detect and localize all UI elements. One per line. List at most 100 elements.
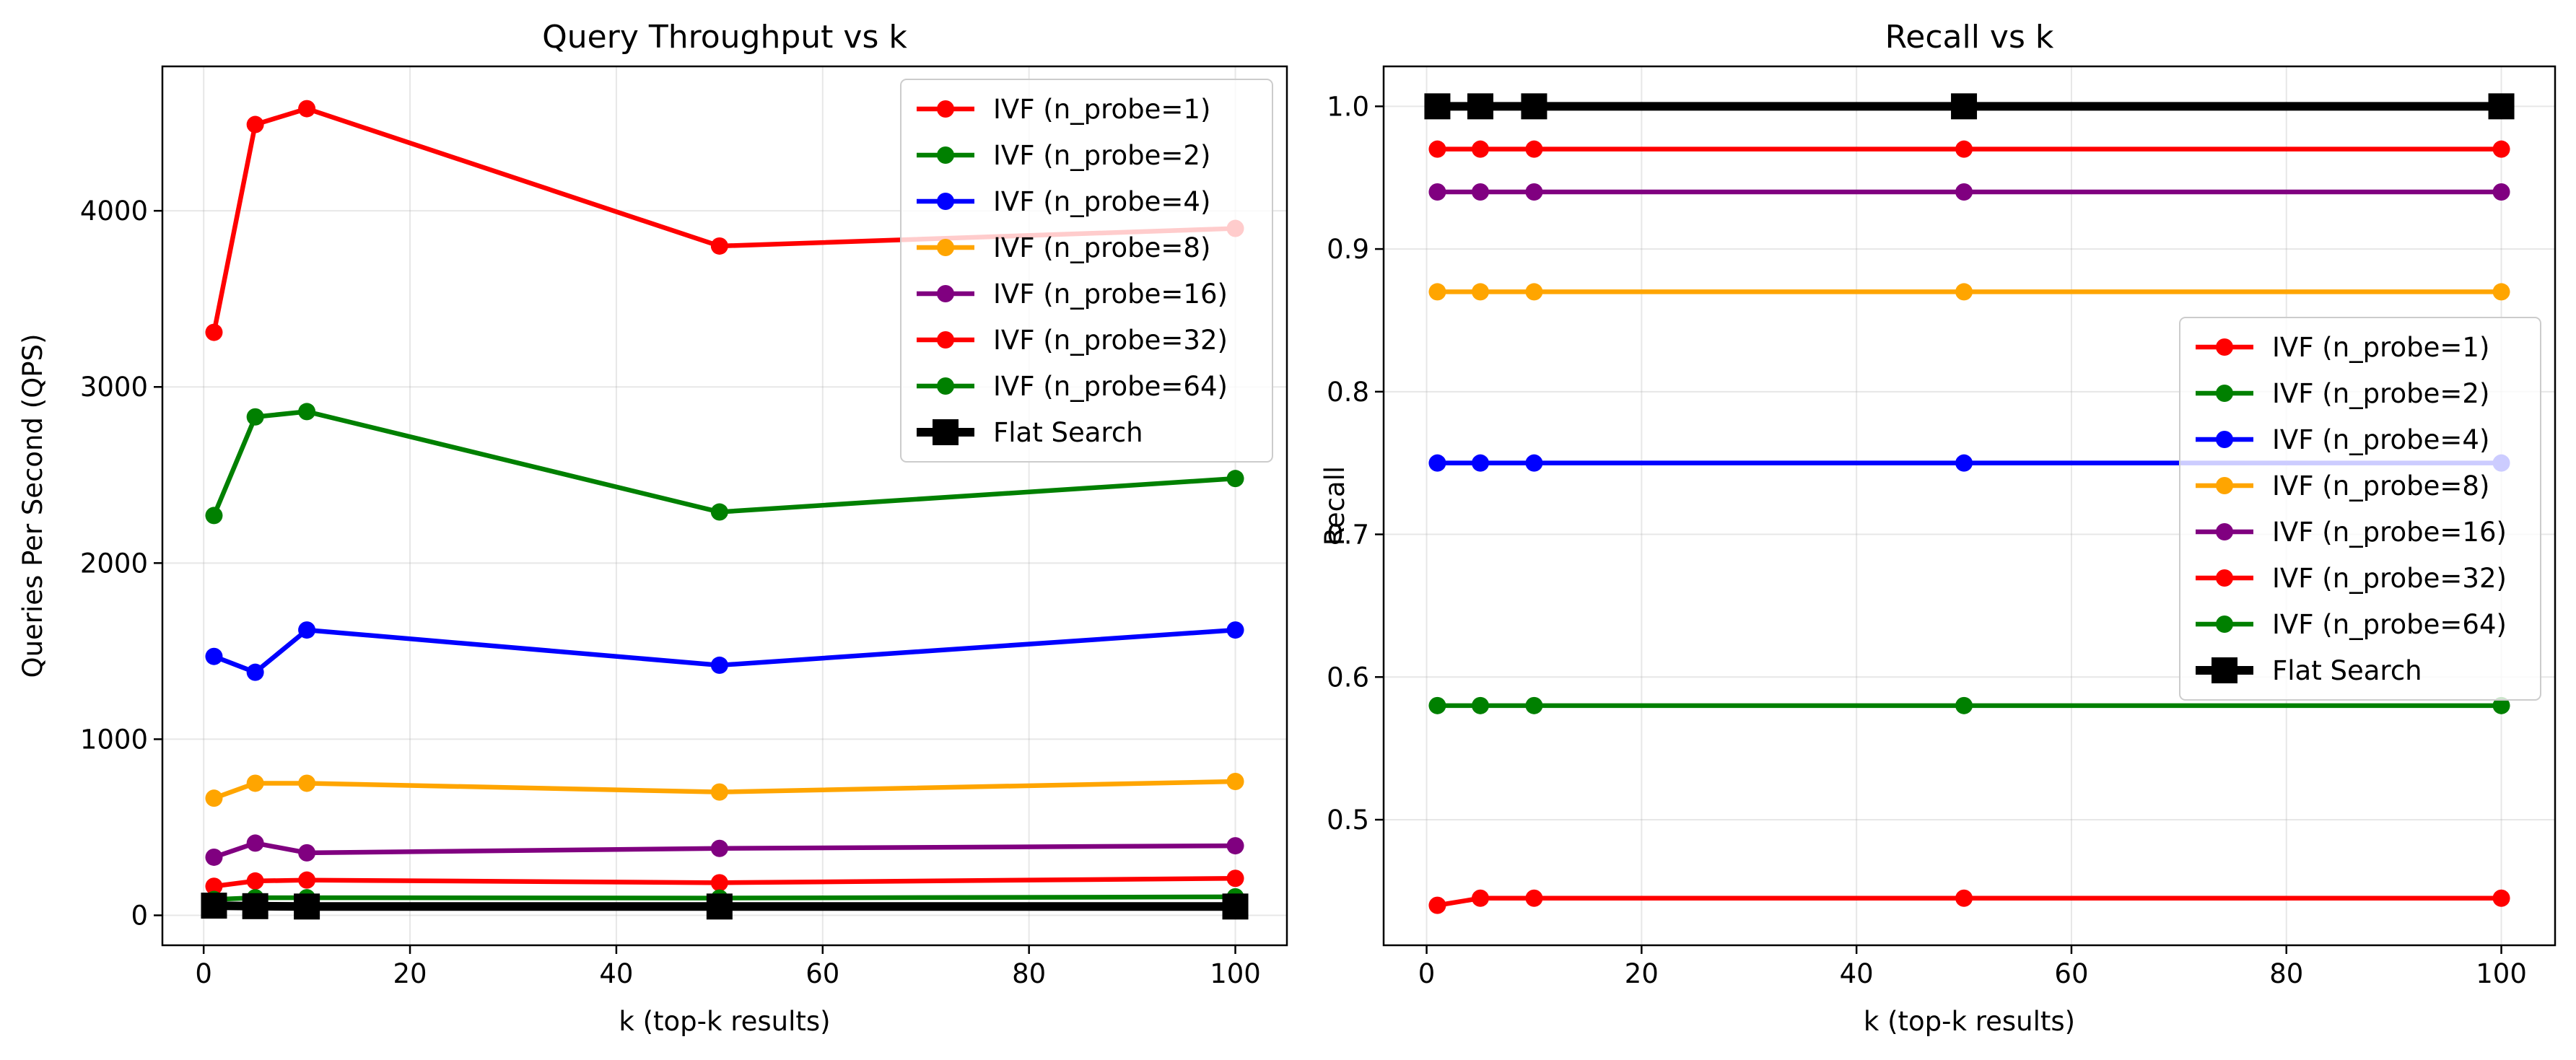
recall-series-7-point (1521, 93, 1547, 120)
recall-series-5-point (1525, 140, 1543, 158)
recall-legend-item: IVF (n_probe=1) (2196, 332, 2489, 363)
recall-y-tick-label: 0.6 (1327, 662, 1369, 693)
recall-legend-swatch-marker (2216, 338, 2233, 356)
qps-legend-label: IVF (n_probe=8) (993, 232, 1210, 263)
qps-legend-item: IVF (n_probe=32) (917, 325, 1228, 356)
recall-series-4-point (2492, 183, 2510, 201)
recall-series-7-point (2488, 93, 2515, 120)
qps-legend: IVF (n_probe=1) IVF (n_probe=2) IVF (n_pro… (900, 79, 1273, 463)
recall-series-7-point (1424, 93, 1451, 120)
recall-x-tick-label: 60 (2054, 958, 2088, 989)
recall-x-tick-label: 40 (1840, 958, 1874, 989)
qps-x-tick-label: 80 (1012, 958, 1046, 989)
qps-x-tick-label: 0 (195, 958, 212, 989)
recall-legend-label: IVF (n_probe=2) (2272, 378, 2489, 409)
qps-series-7-point (294, 893, 320, 920)
recall-legend-swatch-marker (2216, 523, 2233, 540)
recall-series-2-point (1955, 454, 1973, 472)
qps-legend-label: IVF (n_probe=32) (993, 325, 1228, 356)
qps-legend-swatch-marker (937, 100, 954, 118)
qps-legend-swatch-marker (937, 239, 954, 256)
qps-legend-item: Flat Search (917, 417, 1143, 448)
recall-series-0-point (2492, 889, 2510, 907)
qps-series-0-point (246, 115, 264, 133)
recall-legend-item: Flat Search (2196, 655, 2422, 686)
qps-series-7 (201, 893, 1249, 920)
recall-series-0-point (1525, 889, 1543, 907)
qps-legend-swatch-marker (937, 146, 954, 164)
recall-y-tick-label: 0.5 (1327, 805, 1369, 836)
recall-series-1-point (1428, 696, 1446, 714)
recall-series-1-point (1955, 696, 1973, 714)
recall-series-4-point (1525, 183, 1543, 201)
recall-series-3-point (2492, 283, 2510, 301)
qps-x-tick-label: 20 (393, 958, 427, 989)
recall-series-2-point (1428, 454, 1446, 472)
qps-legend-item: IVF (n_probe=2) (917, 140, 1210, 171)
qps-y-tick-label: 3000 (80, 372, 148, 403)
qps-series-7-point (1222, 893, 1249, 920)
qps-series-1 (205, 403, 1244, 525)
qps-legend-label: IVF (n_probe=64) (993, 371, 1228, 402)
qps-series-3-point (710, 783, 728, 801)
recall-legend-swatch-marker (2216, 616, 2233, 633)
recall-x-tick-label: 20 (1625, 958, 1659, 989)
qps-legend-item: IVF (n_probe=16) (917, 279, 1228, 310)
qps-series-0-point (205, 323, 223, 341)
qps-series-4 (205, 834, 1244, 866)
recall-y-tick-label: 0.7 (1327, 520, 1369, 551)
qps-series-5-point (1226, 870, 1244, 888)
recall-series-7 (1424, 93, 2515, 120)
qps-series-2-point (298, 621, 316, 639)
recall-series-3-point (1428, 283, 1446, 301)
qps-series-3-point (246, 774, 264, 792)
recall-series-4-point (1955, 183, 1973, 201)
qps-legend-swatch-marker (937, 285, 954, 302)
qps-legend-label: IVF (n_probe=2) (993, 140, 1210, 171)
recall-series-0 (1428, 889, 2510, 914)
qps-x-axis-label: k (top-k results) (619, 1006, 830, 1037)
qps-series-2-point (205, 647, 223, 665)
qps-legend-swatch-marker (933, 419, 959, 445)
recall-series-5-point (1955, 140, 1973, 158)
recall-series-5-point (1428, 140, 1446, 158)
recall-panel: Recall vs k 0 20 40 60 80 100 0.5 0.6 0.7 0.8 0.9 1… (1319, 19, 2557, 1037)
qps-y-tick-label: 2000 (80, 548, 148, 579)
recall-y-axis-label: Recall (1319, 466, 1350, 546)
qps-series-4-point (298, 844, 316, 862)
qps-series-group (201, 100, 1249, 920)
qps-x-tick-label: 60 (805, 958, 839, 989)
qps-x-tick-label: 100 (1210, 958, 1261, 989)
qps-series-5-point (205, 877, 223, 895)
qps-series-3-point (205, 789, 223, 807)
qps-legend-label: IVF (n_probe=16) (993, 279, 1228, 310)
qps-legend-swatch-marker (937, 193, 954, 210)
recall-series-5-point (2492, 140, 2510, 158)
qps-legend-item: IVF (n_probe=4) (917, 186, 1210, 217)
qps-legend-box (900, 79, 1273, 463)
recall-legend-label: IVF (n_probe=1) (2272, 332, 2489, 363)
qps-series-0-point (298, 100, 316, 118)
qps-series-1-point (710, 503, 728, 521)
recall-axes-frame (1382, 65, 2557, 947)
recall-series-2-point (1525, 454, 1543, 472)
qps-series-1-point (298, 403, 316, 421)
qps-series-7-point (242, 893, 268, 919)
recall-series-1-point (1525, 696, 1543, 714)
recall-y-tick-label: 1.0 (1327, 91, 1369, 122)
qps-series-3-point (1226, 772, 1244, 790)
qps-axes-frame (161, 65, 1288, 947)
recall-legend-label: Flat Search (2272, 655, 2422, 686)
qps-y-axis-label: Queries Per Second (QPS) (17, 333, 48, 678)
recall-legend-item: IVF (n_probe=16) (2196, 517, 2507, 548)
qps-series-4-point (1226, 837, 1244, 855)
recall-legend-swatch-marker (2212, 657, 2237, 683)
recall-legend-item: IVF (n_probe=4) (2196, 424, 2489, 455)
recall-y-tick-label: 0.9 (1327, 234, 1369, 265)
recall-legend-box (2179, 317, 2541, 701)
qps-series-2-point (246, 663, 264, 681)
recall-series-2-point (1472, 454, 1490, 472)
qps-series-4-point (205, 848, 223, 866)
